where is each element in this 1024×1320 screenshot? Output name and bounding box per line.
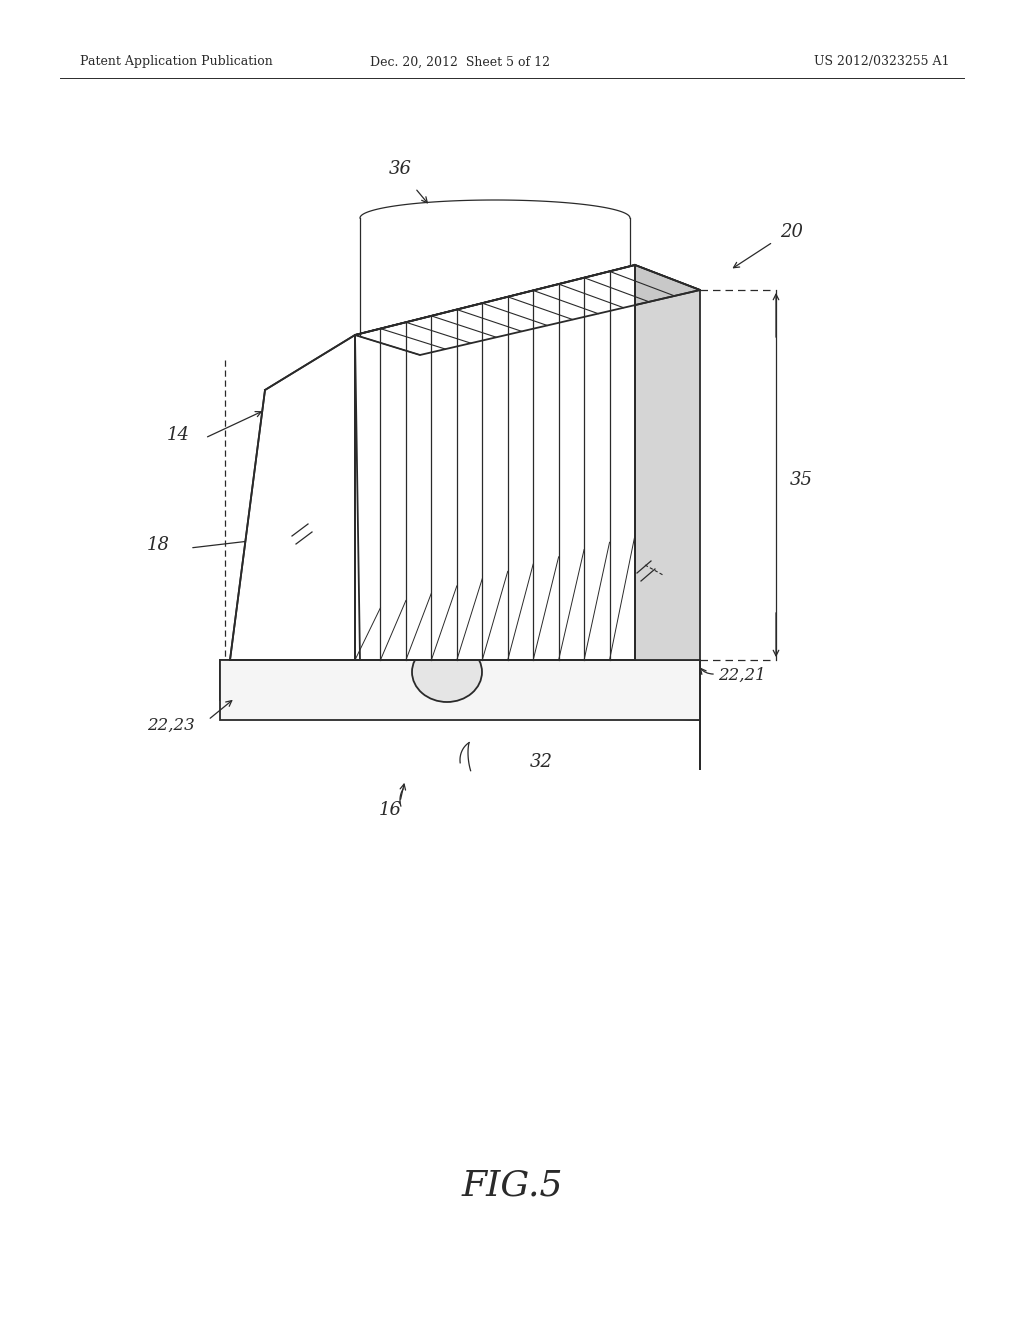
Text: 16: 16: [379, 801, 401, 818]
Text: FIG.5: FIG.5: [461, 1168, 563, 1203]
Polygon shape: [220, 660, 700, 719]
Text: 37: 37: [670, 569, 693, 587]
Polygon shape: [355, 265, 700, 355]
Text: Dec. 20, 2012  Sheet 5 of 12: Dec. 20, 2012 Sheet 5 of 12: [370, 55, 550, 69]
Polygon shape: [635, 265, 700, 660]
Text: 14: 14: [167, 426, 190, 444]
Polygon shape: [230, 335, 360, 660]
Text: 22,21: 22,21: [718, 667, 766, 684]
Text: 36: 36: [388, 160, 412, 178]
Polygon shape: [220, 660, 700, 719]
Polygon shape: [355, 265, 635, 660]
Text: 32: 32: [530, 752, 553, 771]
Text: 20: 20: [780, 223, 803, 242]
Text: US 2012/0323255 A1: US 2012/0323255 A1: [814, 55, 950, 69]
Text: 22,23: 22,23: [147, 717, 195, 734]
Text: 18: 18: [147, 536, 170, 554]
Ellipse shape: [412, 642, 482, 702]
Text: Patent Application Publication: Patent Application Publication: [80, 55, 272, 69]
Text: 35: 35: [790, 471, 813, 488]
